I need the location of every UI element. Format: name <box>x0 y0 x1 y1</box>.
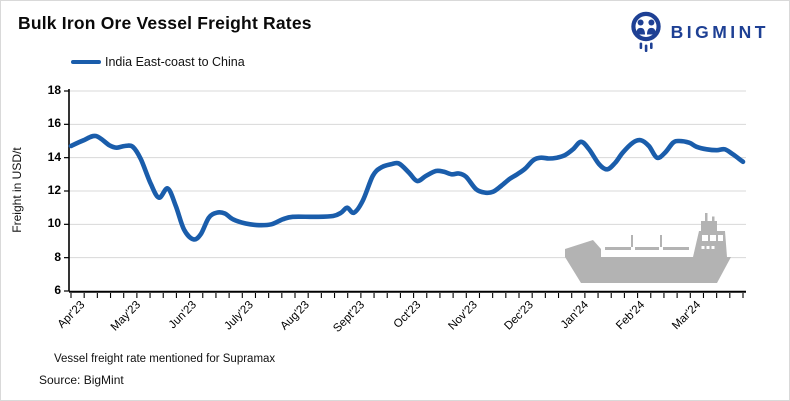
y-tick-label: 14 <box>47 149 61 164</box>
brand-name: BIGMINT <box>670 21 769 42</box>
chart-title: Bulk Iron Ore Vessel Freight Rates <box>18 13 312 33</box>
y-tick-label: 6 <box>54 283 61 297</box>
y-tick-label: 12 <box>47 183 61 197</box>
y-tick-label: 16 <box>47 116 61 131</box>
legend-line-swatch <box>71 59 101 65</box>
brand-logo: BIGMINT <box>628 11 769 53</box>
legend: India East-coast to China <box>71 55 245 69</box>
source-line: Source: BigMint <box>39 373 124 387</box>
bigmint-logo-icon <box>630 11 661 52</box>
legend-label: India East-coast to China <box>105 55 245 69</box>
y-tick-label: 8 <box>54 249 61 264</box>
footnote: Vessel freight rate mentioned for Supram… <box>54 353 276 365</box>
y-tick-label: 10 <box>47 216 61 231</box>
ship-icon <box>565 213 731 283</box>
y-tick-label: 18 <box>47 83 61 97</box>
